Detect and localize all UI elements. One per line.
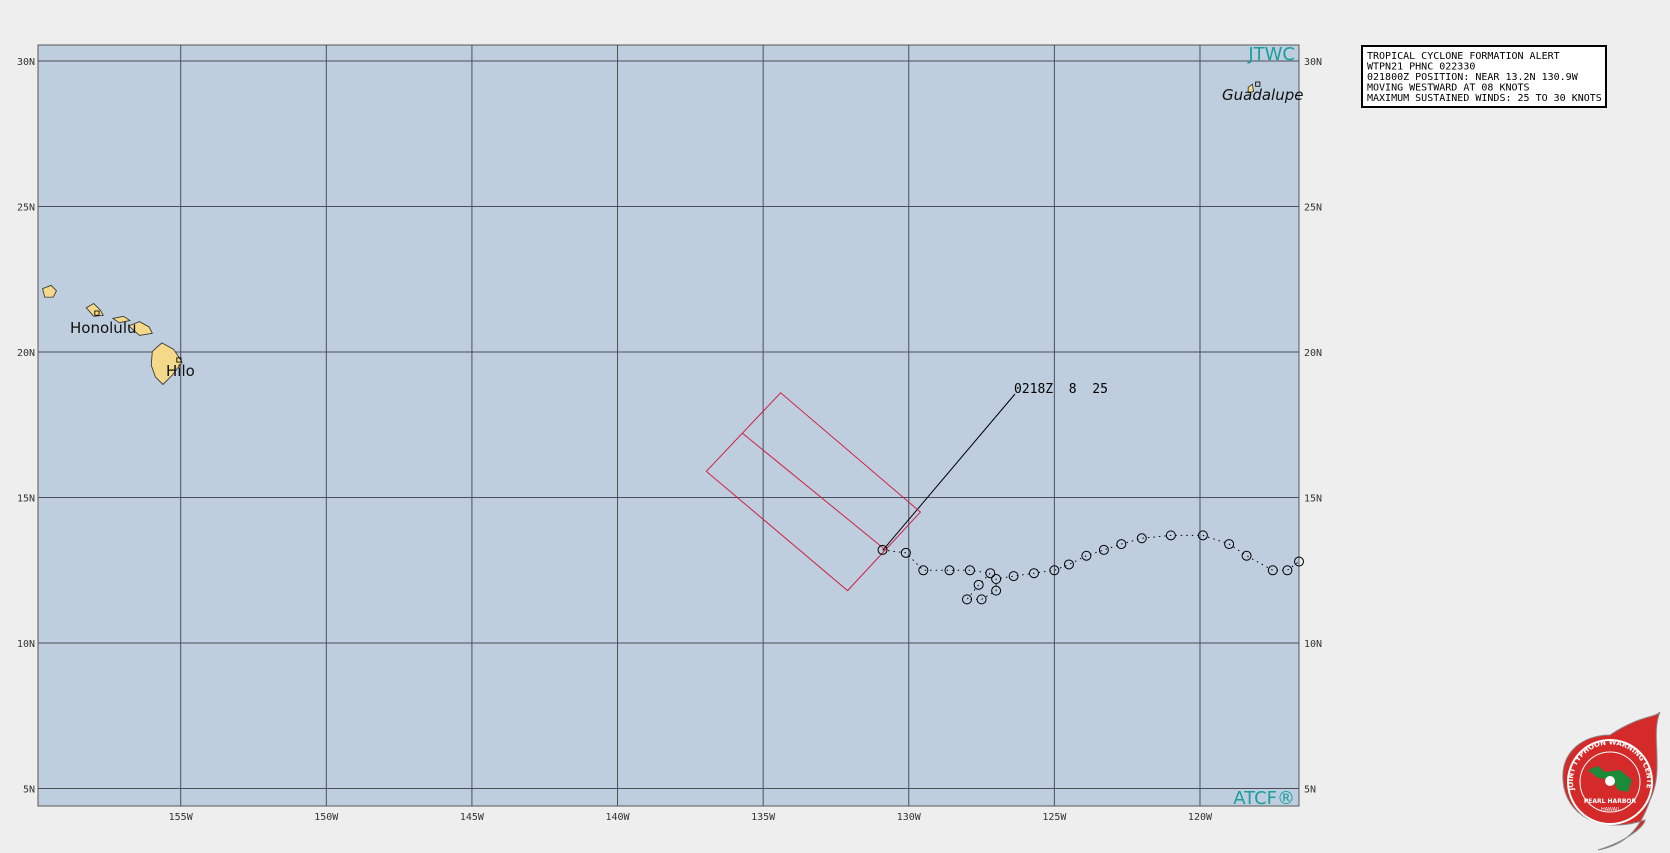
alert-area — [705, 392, 922, 592]
corner-label: ATCF® — [1233, 788, 1295, 809]
map-area — [37, 44, 1300, 807]
track-point — [1136, 533, 1147, 544]
position-label: 0218Z 8 25 — [1014, 382, 1108, 397]
place-label: Hilo — [166, 362, 195, 380]
track-point — [991, 574, 1002, 585]
track-point — [1049, 565, 1060, 576]
track-point — [918, 565, 929, 576]
track-point — [1081, 550, 1092, 561]
track-point — [1224, 539, 1235, 550]
track-point — [1028, 568, 1039, 579]
track-point — [1165, 530, 1176, 541]
x-tick-label: 130W — [897, 812, 922, 823]
y-tick-label: 15N — [1304, 494, 1322, 505]
x-tick-label: 135W — [751, 812, 776, 823]
alert-box — [1361, 45, 1607, 108]
grid — [38, 45, 1299, 806]
x-tick-label: 145W — [460, 812, 485, 823]
track-point — [1116, 539, 1127, 550]
place-label: Guadalupe — [1222, 86, 1303, 104]
x-tick-label: 150W — [314, 812, 339, 823]
x-tick-label: 125W — [1042, 812, 1067, 823]
logo-text: HAWAII — [1601, 807, 1619, 813]
track-point — [964, 565, 975, 576]
y-tick-label: 10N — [1304, 639, 1322, 650]
x-tick-label: 120W — [1188, 812, 1213, 823]
track-point — [900, 547, 911, 558]
track-point — [1063, 559, 1074, 570]
leader-line — [882, 393, 1016, 551]
track-point — [985, 568, 996, 579]
alert-line: WTPN21 PHNC 022330 — [1367, 62, 1475, 73]
track-point — [973, 579, 984, 590]
track-point — [1241, 550, 1252, 561]
y-tick-label: 5N — [1304, 785, 1316, 796]
y-tick-label: 15N — [17, 494, 35, 505]
track-point — [976, 594, 987, 605]
y-tick-label: 25N — [1304, 203, 1322, 214]
track-point — [877, 544, 888, 555]
track-point — [1008, 571, 1019, 582]
x-tick-label: 140W — [605, 812, 630, 823]
y-tick-label: 20N — [1304, 348, 1322, 359]
y-tick-label: 30N — [1304, 57, 1322, 68]
logo-text: PEARL HARBOR — [1584, 798, 1637, 805]
place-label: Honolulu — [70, 319, 137, 337]
alert-axis — [742, 433, 886, 551]
y-tick-label: 5N — [23, 785, 35, 796]
y-tick-label: 10N — [17, 639, 35, 650]
track-point — [1282, 565, 1293, 576]
alert-line: 021800Z POSITION: NEAR 13.2N 130.9W — [1367, 72, 1579, 83]
corner-label: JTWC — [1247, 44, 1295, 65]
track-point — [1098, 544, 1109, 555]
track-point — [962, 594, 973, 605]
y-tick-label: 25N — [17, 203, 35, 214]
y-tick-label: 30N — [17, 57, 35, 68]
track-point — [1294, 556, 1304, 567]
islands — [42, 81, 1261, 386]
track-point — [1267, 565, 1278, 576]
alert-line: TROPICAL CYCLONE FORMATION ALERT — [1367, 51, 1560, 62]
y-tick-label: 20N — [17, 348, 35, 359]
track-point — [991, 585, 1002, 596]
track-point — [944, 565, 955, 576]
track-point — [1197, 530, 1208, 541]
x-tick-label: 155W — [169, 812, 194, 823]
alert-line: MAXIMUM SUSTAINED WINDS: 25 TO 30 KNOTS — [1367, 93, 1602, 104]
alert-line: MOVING WESTWARD AT 08 KNOTS — [1367, 83, 1530, 94]
